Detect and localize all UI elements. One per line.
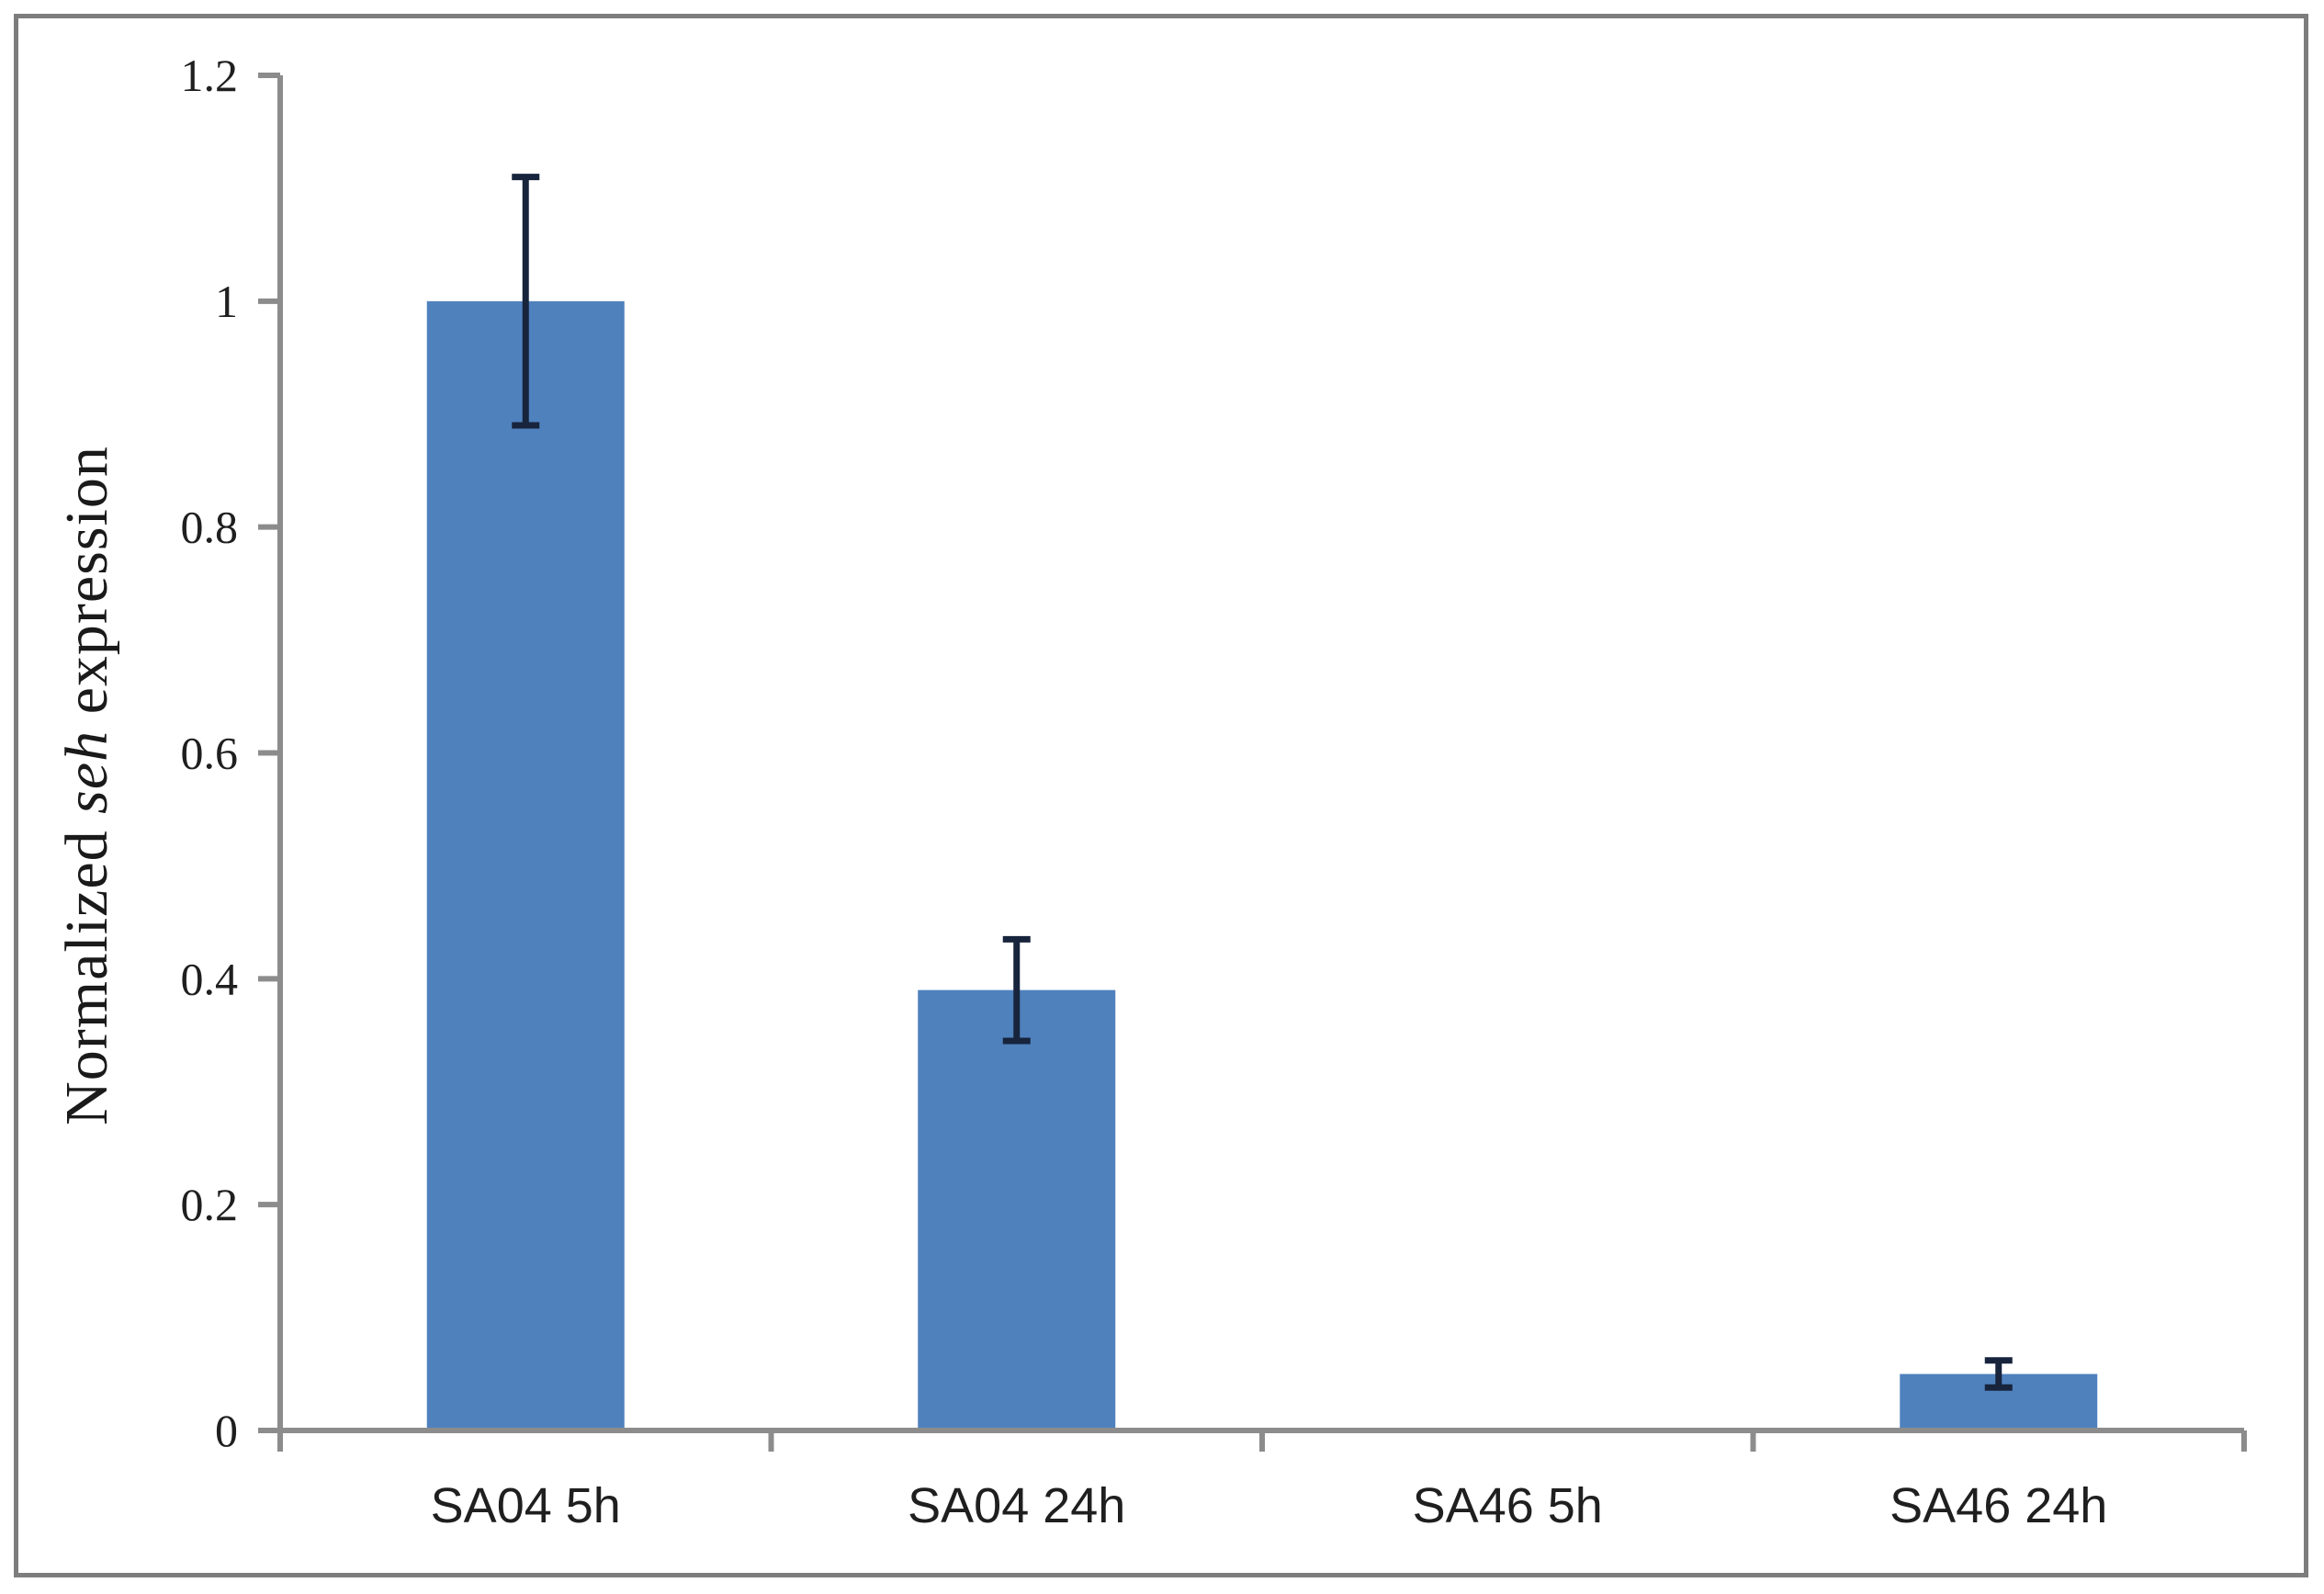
x-category-label: SA46 5h: [1413, 1478, 1603, 1533]
x-category-label: SA46 24h: [1890, 1478, 2107, 1533]
y-tick-label: 0.2: [181, 1179, 239, 1230]
bar-sa04-24h: [918, 989, 1116, 1430]
y-tick-label: 0.8: [181, 502, 239, 553]
y-tick-label: 0.4: [181, 953, 239, 1004]
y-tick-label: 1: [215, 276, 238, 327]
y-tick-label: 1.2: [181, 50, 239, 101]
x-category-label: SA04 24h: [908, 1478, 1125, 1533]
x-category-label: SA04 5h: [431, 1478, 621, 1533]
y-tick-label: 0.6: [181, 728, 239, 779]
bar-sa04-5h: [426, 300, 625, 1430]
y-tick-label: 0: [215, 1405, 238, 1456]
